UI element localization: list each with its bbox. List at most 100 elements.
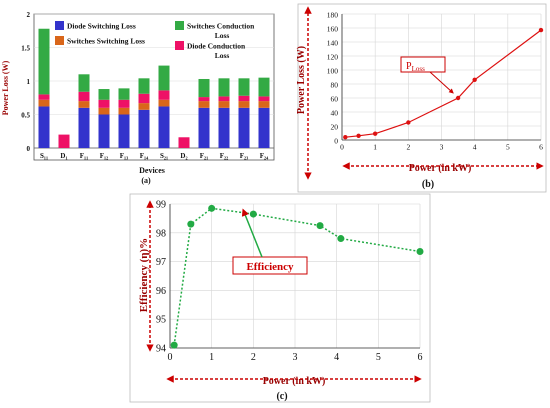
panel-b-xlabel: Power (in kW) [409,163,472,174]
bar-segment [78,107,90,148]
panel-b-label: (b) [422,179,434,190]
panel-a-ylabel: Power Loss (W) [1,60,10,115]
data-point [416,248,424,256]
annotation-arrow [241,208,263,258]
bar-segment [258,107,270,148]
x-tick-label: 5 [376,352,381,363]
bar-segment [158,106,170,148]
annotation-arrow [429,71,454,94]
panel-c-axes [169,204,420,349]
panel-b-series [343,27,544,140]
data-point [406,120,411,125]
y-tick-label: 2 [27,11,31,19]
data-point [187,220,195,228]
bar-segment [98,99,110,108]
bar-segment [198,78,210,98]
x-tick-label: F₂₄ [260,152,269,160]
data-point [337,235,345,243]
series-line [173,207,421,346]
y-tick-label: 97 [156,257,166,268]
legend-swatch-diode-conduction [175,41,184,50]
y-tick-label: 120 [327,53,339,62]
x-tick-label: D₂ [180,152,187,160]
bar-segment [218,96,230,102]
panel-a-bars [38,28,270,148]
x-tick-label: S₂₁ [160,152,168,160]
x-tick-label: 1 [209,352,214,363]
x-tick-label: F₂₃ [240,152,248,160]
y-tick-label: 80 [331,81,339,90]
x-tick-label: F₂₂ [220,152,228,160]
bar-segment [98,107,110,115]
panel-b-ylabel: Power Loss (W) [296,46,307,114]
panel-b-gridlines [341,13,542,141]
bar-segment [238,101,250,108]
bar-segment [78,74,90,92]
data-point [343,135,348,140]
annotation-box [400,56,446,73]
bar-segment [78,101,90,108]
bar-segment [98,89,110,100]
bar-segment [98,114,110,148]
panel-b-axes [341,14,541,141]
bar-segment [218,78,230,97]
x-tick-label: 5 [506,143,510,152]
x-tick-label: F₁₄ [140,152,149,160]
y-tick-label: 20 [331,123,339,132]
x-tick-label: F₁₃ [120,152,128,160]
y-tick-label: 180 [327,11,339,20]
data-point [538,27,544,33]
panel-c-y-ticks: 94 95 96 97 98 99 [156,200,166,355]
bar-segment [118,99,130,108]
y-tick-label: 0 [334,137,338,146]
y-tick-label: 1.5 [21,45,30,53]
x-tick-label: 6 [418,352,423,363]
y-tick-label: 98 [156,228,166,239]
x-tick-label: 3 [293,352,298,363]
panel-b-x-ticks: 0 1 2 3 4 5 6 [340,143,543,152]
legend-swatch-switches-switching [55,36,64,45]
legend-label-switches-conduction-line2: Loss [215,31,230,40]
legend-swatch-diode-switching [55,21,64,30]
bar-segment [258,77,270,97]
bar-segment [138,93,150,104]
bar-segment [218,107,230,148]
panel-c-gridlines [169,203,421,349]
x-tick-label: 1 [373,143,377,152]
x-tick-label: S₁₁ [40,152,48,160]
y-tick-label: 1 [27,78,31,86]
bar-segment [238,78,250,96]
bar-segment [158,65,170,91]
x-tick-label: F₁₁ [80,152,88,160]
bar-segment [258,96,270,102]
bar-segment [238,107,250,148]
panel-a-bar-chart: 0 0.5 1 1.5 2 S₁₁ D₁ F₁₁ F₁₂ F₁₃ F₁₄ S₂₁ D₂ F₂₁ F₂₂ F₂… [1,11,275,185]
data-point [356,133,361,138]
legend-label-diode-conduction: Diode Conduction [187,42,246,51]
bar-segment [238,95,250,102]
data-point [208,204,216,212]
y-tick-label: 140 [327,39,339,48]
bar-segment [258,101,270,108]
panel-c-x-ticks: 0 1 2 3 4 5 6 [168,352,423,363]
panel-a-y-ticks: 0 0.5 1 1.5 2 [21,11,30,153]
bar-segment [198,97,210,102]
legend-label-switches-switching: Switches Switching Loss [67,37,145,46]
panel-c-border [129,193,431,403]
panel-b-annotation: PLoss [400,56,454,94]
bar-segment [118,88,130,100]
y-tick-label: 96 [156,286,166,297]
x-tick-label: D₁ [60,152,67,160]
panel-b-y-ticks: 0 20 40 60 80 100 120 140 160 180 [327,11,339,146]
x-tick-label: 3 [440,143,444,152]
bar-segment [218,101,230,108]
bar-segment [138,78,150,94]
panel-b-border [297,3,547,193]
x-tick-label: 2 [406,143,410,152]
panel-a-gridlines [34,13,274,149]
bar-segment [118,114,130,148]
data-point [455,95,461,101]
bar-segment [158,99,170,107]
panel-c-label: (c) [276,391,287,402]
